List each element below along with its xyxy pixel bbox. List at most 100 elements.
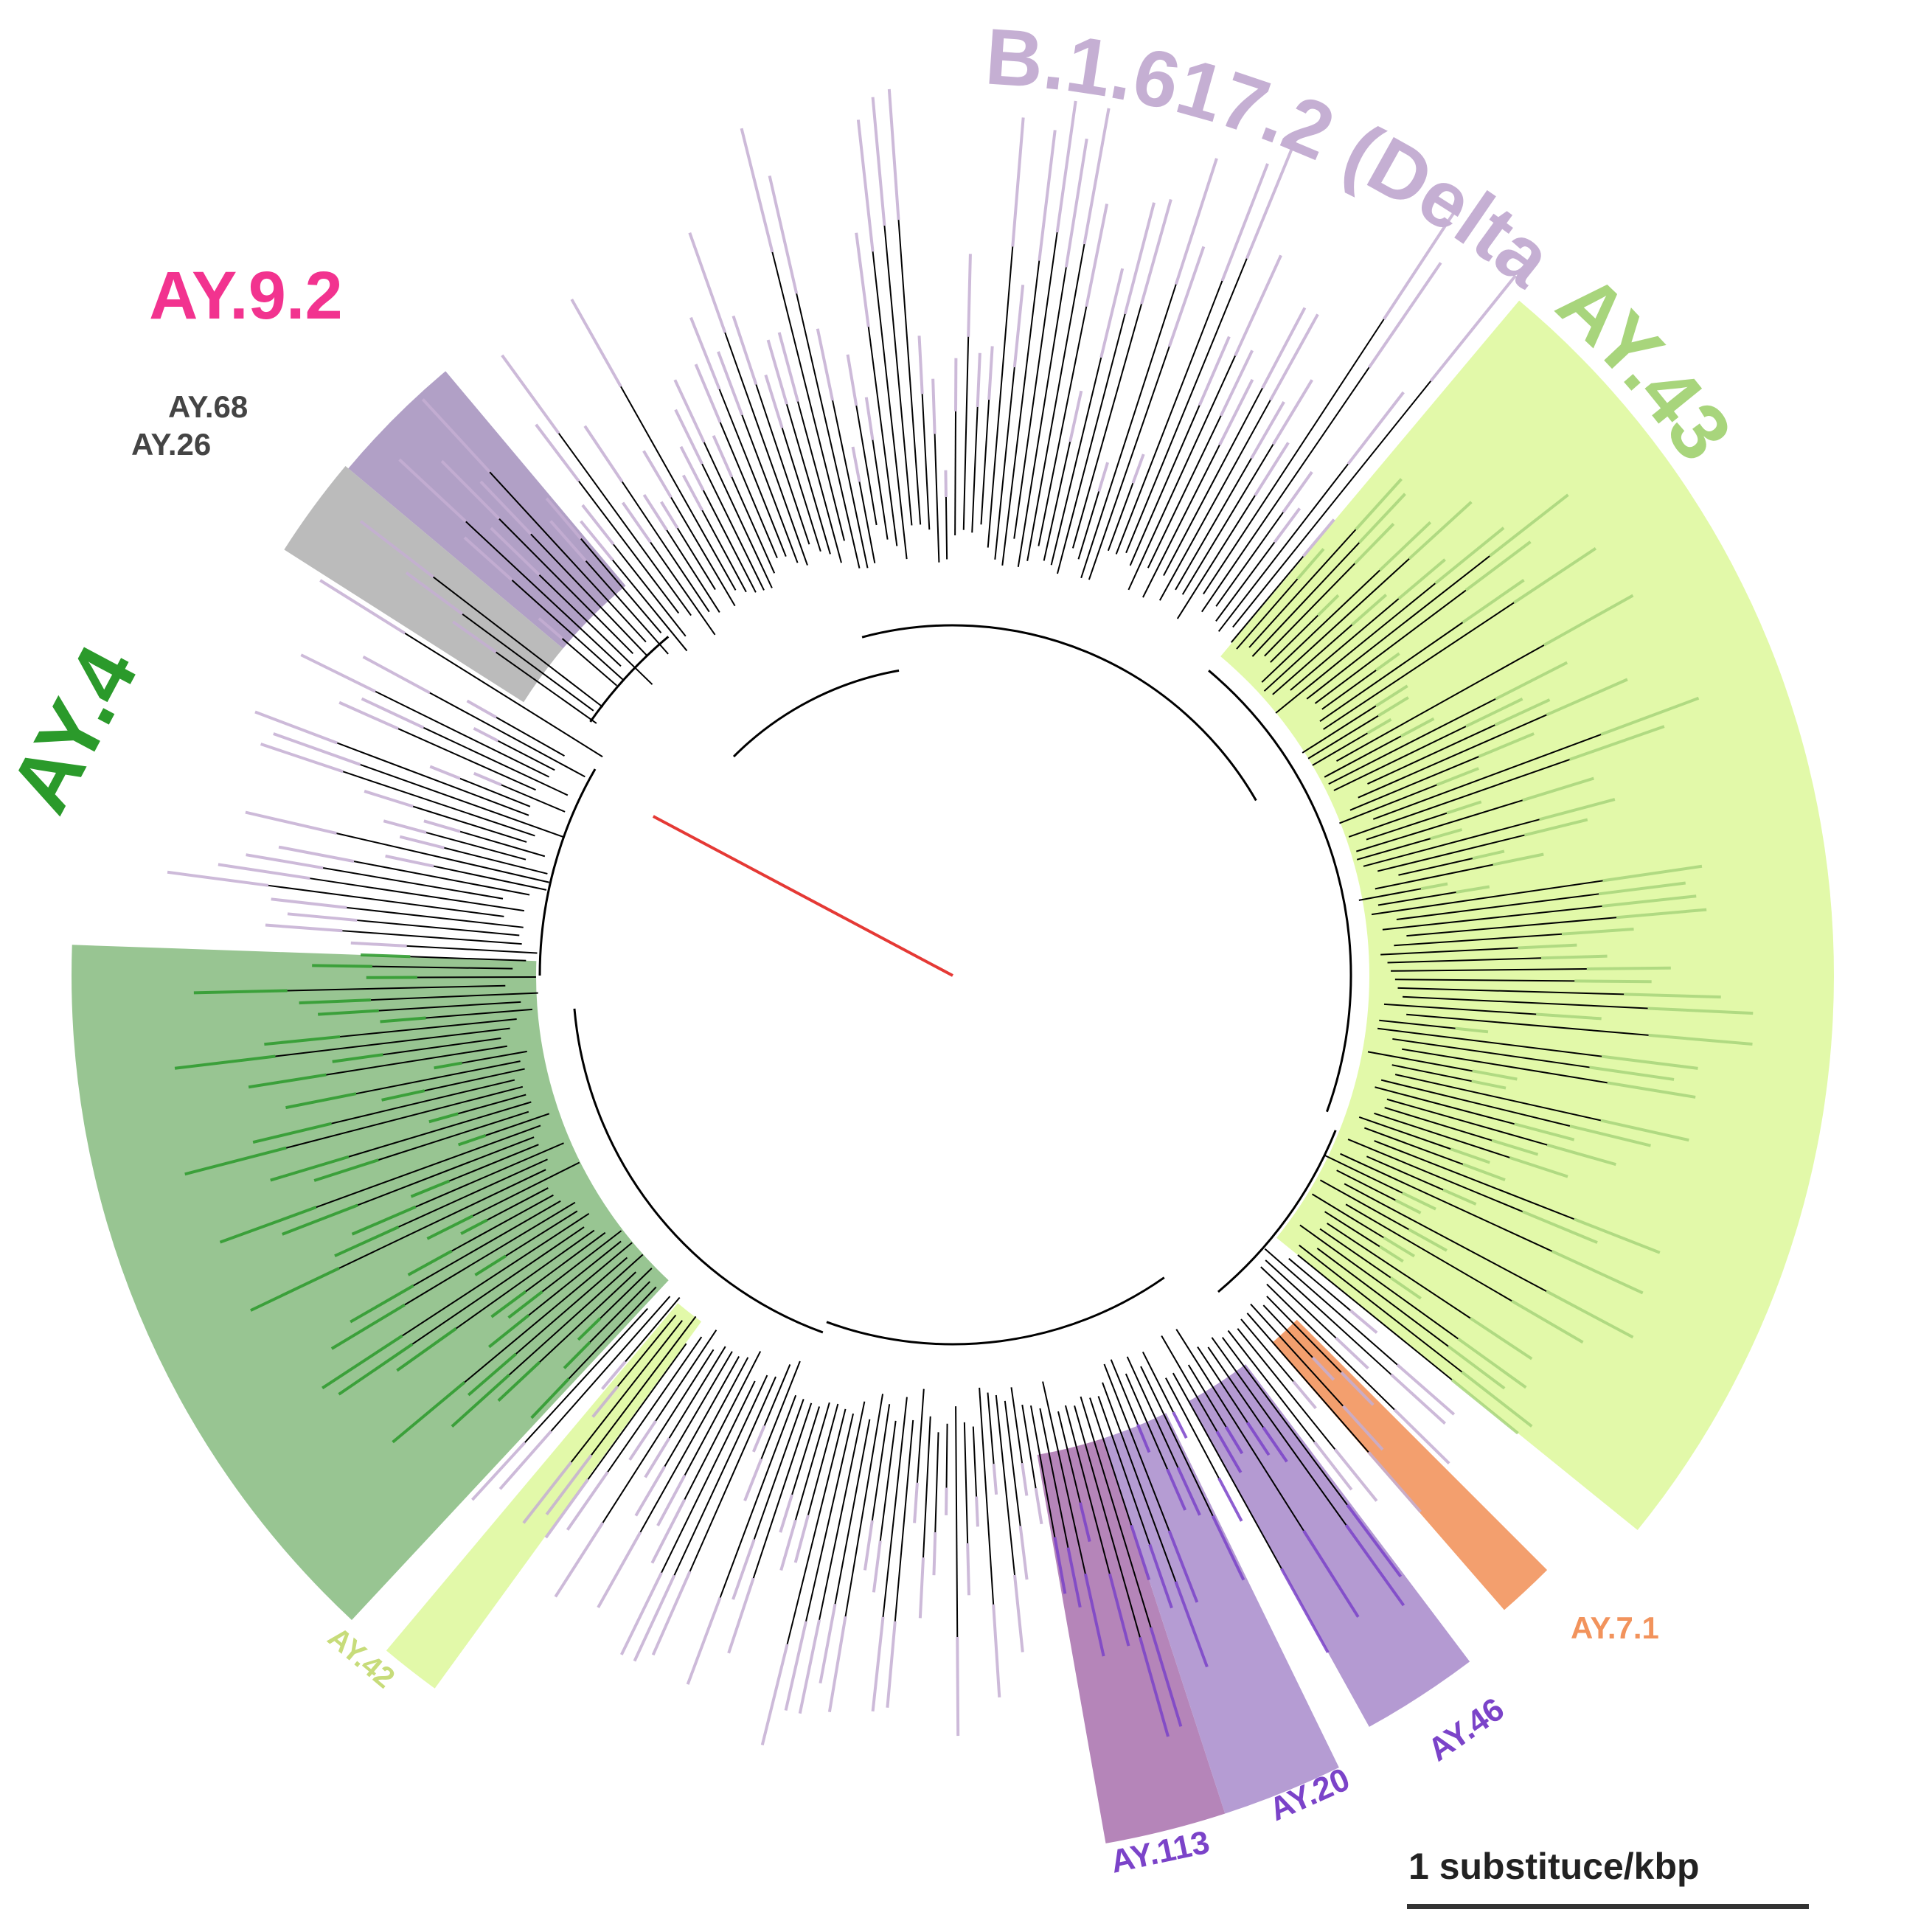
branch <box>846 1394 883 1616</box>
branch-tip <box>255 712 337 743</box>
branch-tip <box>555 1523 602 1597</box>
branch-tip <box>473 729 498 741</box>
branch-tip <box>1012 117 1023 246</box>
branch <box>788 1409 846 1644</box>
branch-tip <box>874 1541 880 1593</box>
branch <box>935 434 939 562</box>
branch-tip <box>351 943 407 946</box>
branch-tip <box>1125 203 1154 314</box>
branch-tip <box>873 1617 883 1711</box>
branch-tip <box>265 925 342 931</box>
branch-tip <box>889 89 899 220</box>
branch-tip <box>920 1557 923 1618</box>
branch-tip <box>858 119 873 251</box>
branch-tip <box>362 699 424 728</box>
label-ay26: AY.26 <box>131 427 211 462</box>
branch <box>1175 458 1251 589</box>
branch-tip <box>830 1616 846 1711</box>
branch-tip <box>658 1476 685 1526</box>
branch <box>407 946 538 953</box>
label-ay68: AY.68 <box>168 389 248 424</box>
branch <box>796 1403 830 1520</box>
branch-tip <box>1274 508 1299 542</box>
branch-tip <box>1036 1488 1042 1524</box>
branch-tip <box>630 1421 656 1460</box>
branch <box>981 400 989 524</box>
branch-tip <box>1039 130 1054 260</box>
branch-tip <box>1133 454 1143 483</box>
branch-tip <box>742 128 773 252</box>
branch-tip <box>718 352 742 415</box>
branch-tip <box>1015 1575 1023 1652</box>
branch <box>782 428 821 551</box>
branch <box>964 337 968 530</box>
label-ay92: AY.9.2 <box>149 258 343 333</box>
branch-tip <box>364 791 413 807</box>
backbone-arc <box>734 670 899 757</box>
branch <box>873 251 907 559</box>
branch-tip <box>400 837 444 848</box>
branch-tip <box>780 1495 792 1532</box>
branch <box>972 407 977 532</box>
branch <box>955 411 956 535</box>
branch-tip <box>585 426 622 482</box>
branch <box>375 692 549 777</box>
branch-tip <box>887 1622 894 1708</box>
branch <box>833 400 867 568</box>
branch-tip <box>424 821 460 831</box>
branch-tip <box>1022 1463 1026 1495</box>
branch-tip <box>261 744 344 771</box>
label-ay4: AY.4 <box>0 631 156 827</box>
branch <box>917 1389 924 1483</box>
branch <box>1018 267 1066 566</box>
branch <box>1057 314 1125 574</box>
branch-tip <box>571 299 621 386</box>
branch-tip <box>796 1515 808 1563</box>
branch-tip <box>696 364 720 423</box>
branch-tip <box>583 505 614 544</box>
branch-tip <box>675 380 703 442</box>
branch <box>496 717 564 756</box>
branch-tip <box>689 233 725 333</box>
branch-tip <box>754 1425 765 1452</box>
label-ay46: AY.46 <box>1422 1691 1511 1768</box>
branch-tip <box>945 470 946 497</box>
branch-tip <box>914 1483 917 1523</box>
branch <box>430 693 585 777</box>
branch-tip <box>873 97 885 226</box>
branch <box>1108 483 1133 551</box>
branch <box>423 728 568 796</box>
branch-tip <box>652 1500 684 1563</box>
branch-tip <box>430 767 460 779</box>
branch-tip <box>288 914 357 920</box>
branch-tip <box>312 965 372 966</box>
branch <box>703 490 756 592</box>
branch <box>819 1402 864 1620</box>
branch-tip <box>853 447 860 482</box>
branch-tip <box>1021 1526 1027 1579</box>
branch-tip <box>770 175 797 293</box>
branch-tip <box>993 1605 999 1697</box>
branch <box>935 1432 938 1532</box>
branch-tip <box>218 864 310 878</box>
branch-tip <box>279 847 354 861</box>
branch-tip <box>681 447 703 490</box>
branch-tip <box>339 703 398 729</box>
branch <box>859 482 875 563</box>
branch <box>922 394 930 529</box>
branch-tip <box>856 233 869 327</box>
label-ay71: AY.7.1 <box>1571 1610 1659 1645</box>
branch-tip <box>978 353 980 407</box>
branch-tip <box>691 318 720 389</box>
branch-tip <box>1084 108 1108 244</box>
branch-tip <box>386 856 434 866</box>
branch <box>563 639 617 686</box>
branch <box>899 220 921 524</box>
branch <box>996 1395 1015 1575</box>
branch-tip <box>645 1438 670 1477</box>
branch <box>1038 307 1086 546</box>
branch-tip <box>989 346 993 400</box>
scale-bar-label: 1 substituce/kbp <box>1408 1845 1700 1888</box>
